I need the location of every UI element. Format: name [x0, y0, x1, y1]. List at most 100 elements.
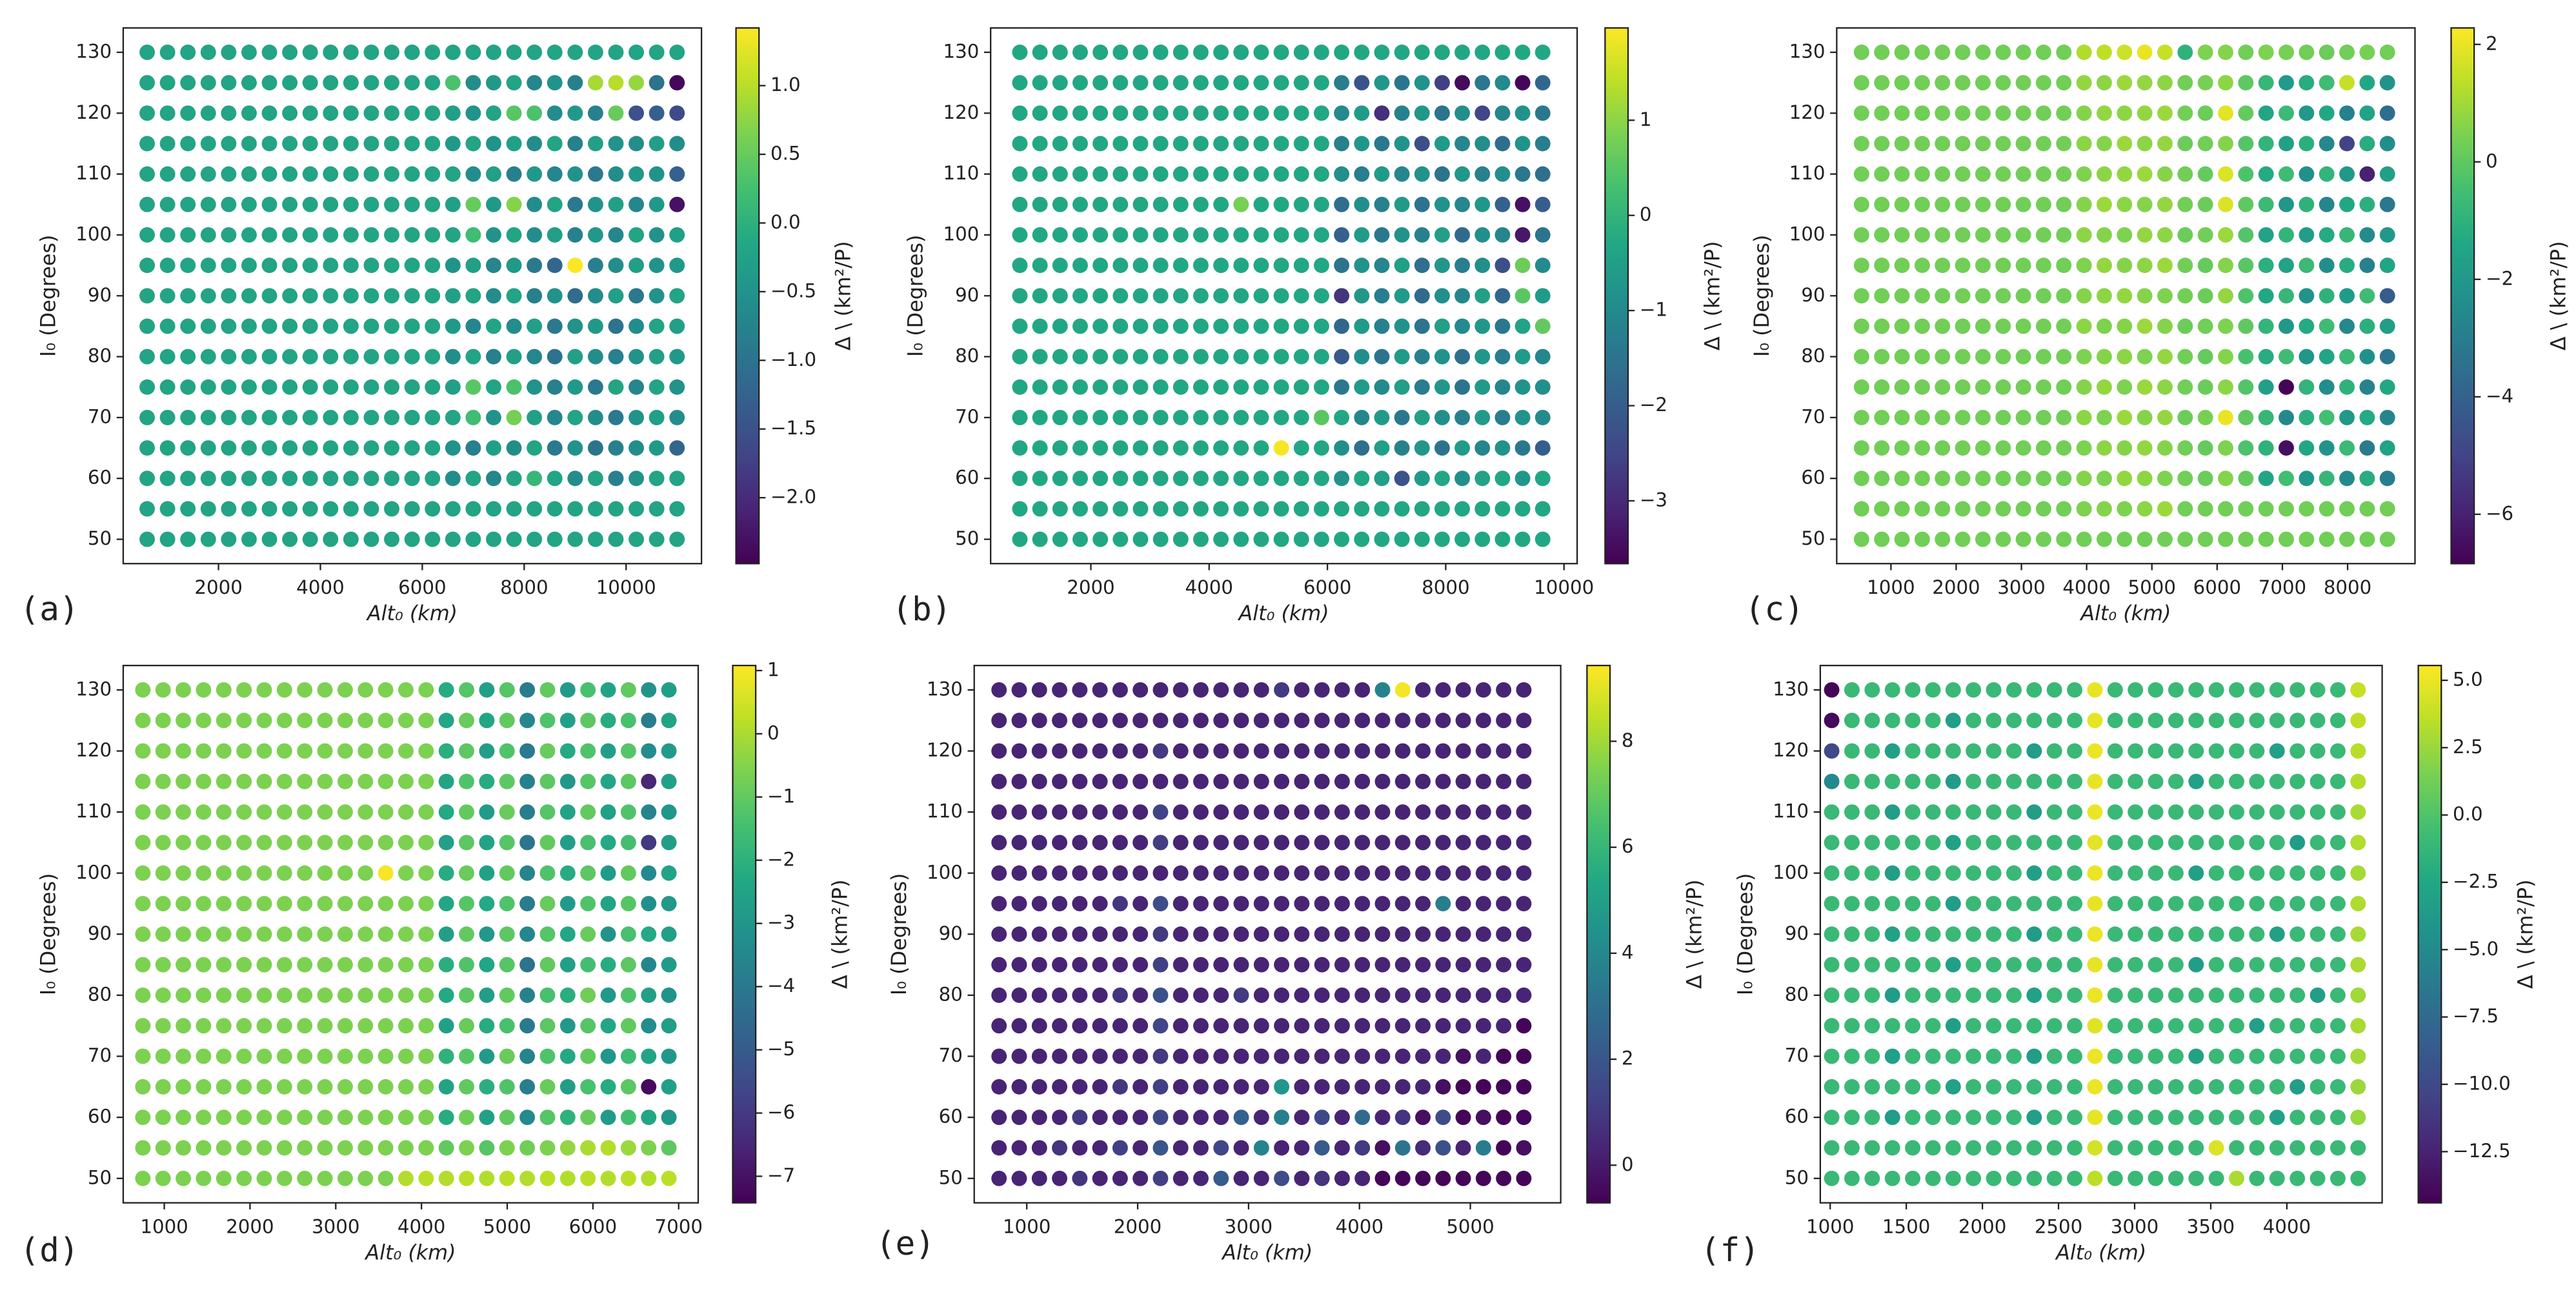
point: [1334, 926, 1350, 942]
point: [567, 349, 583, 365]
point: [216, 1078, 232, 1095]
point: [519, 1018, 536, 1034]
point: [404, 136, 420, 152]
point: [1072, 105, 1088, 121]
point: [1415, 896, 1431, 912]
point: [669, 196, 685, 212]
point: [1052, 105, 1068, 121]
point: [2379, 258, 2395, 274]
point: [1844, 865, 1860, 881]
point: [2168, 926, 2184, 942]
point: [2035, 227, 2051, 243]
point: [2006, 835, 2022, 851]
point: [600, 1018, 616, 1034]
point: [2076, 379, 2092, 395]
point: [669, 471, 685, 487]
point: [2249, 957, 2265, 973]
point: [1925, 1109, 1941, 1126]
point: [384, 409, 400, 425]
point: [236, 713, 252, 729]
point: [1293, 531, 1309, 547]
point: [2035, 349, 2051, 365]
point: [539, 713, 556, 729]
point: [2128, 1018, 2144, 1034]
point: [527, 379, 543, 395]
point: [1414, 166, 1430, 182]
point: [506, 471, 522, 487]
point: [2006, 1048, 2022, 1064]
point: [1824, 1109, 1840, 1126]
y-axis-label: I₀ (Degrees): [1733, 873, 1757, 995]
point: [2269, 773, 2285, 789]
point: [1072, 288, 1088, 304]
point: [1986, 773, 2002, 789]
point: [2188, 773, 2204, 789]
point: [2026, 896, 2042, 912]
point: [1494, 379, 1511, 395]
point: [1012, 318, 1028, 334]
point: [1415, 1048, 1431, 1064]
point: [135, 896, 151, 912]
point: [1012, 288, 1028, 304]
point: [323, 288, 339, 304]
point: [135, 713, 151, 729]
point: [1213, 1018, 1229, 1034]
point: [2269, 835, 2285, 851]
point: [1132, 45, 1149, 60]
point: [2350, 896, 2366, 912]
x-tick-label: 2000: [1114, 1215, 1162, 1237]
point: [1496, 1048, 1512, 1064]
point: [2238, 227, 2254, 243]
point: [297, 926, 313, 942]
point: [302, 318, 318, 334]
point: [282, 45, 298, 60]
point: [200, 196, 216, 212]
point: [377, 682, 394, 698]
point: [221, 531, 237, 547]
point: [276, 743, 292, 759]
point: [527, 166, 543, 182]
point: [2087, 1078, 2103, 1095]
point: [2289, 957, 2306, 973]
point: [1414, 75, 1430, 91]
point: [2309, 957, 2326, 973]
point: [1494, 531, 1511, 547]
point: [991, 1078, 1007, 1095]
point: [1535, 318, 1551, 334]
point: [2279, 105, 2294, 121]
point: [1914, 227, 1930, 243]
point: [2329, 1109, 2346, 1126]
point: [1475, 1018, 1491, 1034]
point: [641, 865, 657, 881]
point: [261, 379, 277, 395]
point: [1394, 471, 1410, 487]
point: [1112, 773, 1128, 789]
point: [1374, 926, 1391, 942]
point: [1415, 987, 1431, 1003]
point: [2006, 743, 2022, 759]
point: [1313, 227, 1329, 243]
point: [337, 957, 353, 973]
point: [1132, 318, 1149, 334]
point: [1494, 227, 1511, 243]
point: [2015, 531, 2031, 547]
point: [2076, 471, 2092, 487]
point: [2359, 501, 2375, 517]
y-axis-label: I₀ (Degrees): [887, 873, 911, 995]
point: [1475, 1140, 1491, 1156]
point: [2006, 713, 2022, 729]
point: [649, 105, 665, 121]
point: [1496, 1018, 1512, 1034]
point: [1052, 804, 1068, 820]
point: [2197, 45, 2213, 60]
point: [587, 166, 603, 182]
point: [1172, 1170, 1189, 1186]
point: [2168, 743, 2184, 759]
point: [1394, 288, 1410, 304]
point: [1152, 45, 1169, 60]
point: [276, 865, 292, 881]
point: [1011, 1170, 1027, 1186]
point: [2249, 743, 2265, 759]
point: [256, 1018, 272, 1034]
point: [567, 471, 583, 487]
